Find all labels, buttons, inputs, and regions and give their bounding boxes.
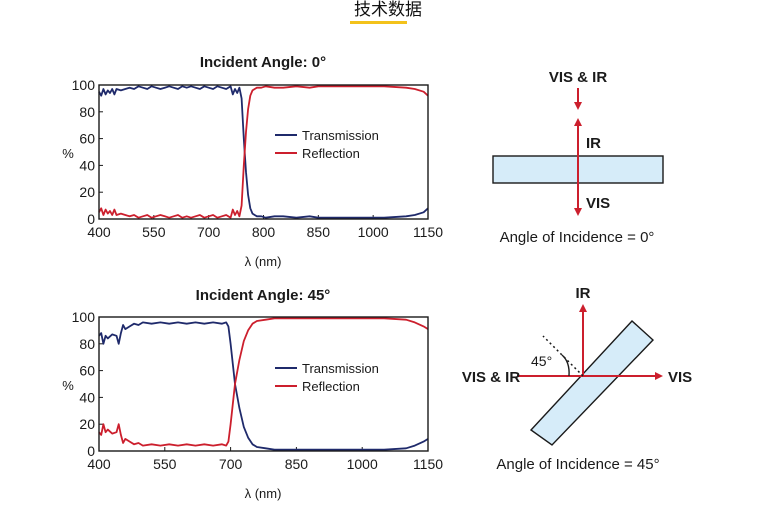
chart-title: Incident Angle: 0° bbox=[200, 54, 326, 71]
angle-arc bbox=[561, 354, 570, 377]
y-tick-label: 80 bbox=[79, 104, 95, 120]
transmitted-label: IR bbox=[586, 135, 601, 152]
reflected-label: VIS bbox=[586, 195, 610, 212]
incident-label: VIS & IR bbox=[462, 369, 521, 386]
x-tick-label: 850 bbox=[285, 456, 309, 472]
x-tick-label: 550 bbox=[142, 224, 166, 240]
x-tick-label: 850 bbox=[307, 224, 331, 240]
legend-transmission-label: Transmission bbox=[302, 128, 379, 143]
x-tick-label: 400 bbox=[87, 224, 111, 240]
y-axis-label: % bbox=[62, 146, 74, 161]
x-tick-label: 700 bbox=[197, 224, 221, 240]
series-lines bbox=[98, 317, 429, 451]
tick-labels: 400 550 700 800 850 1000 1150 0 20 40 60 80 100 bbox=[72, 77, 444, 240]
x-tick-label: 1000 bbox=[358, 224, 389, 240]
y-tick-label: 60 bbox=[79, 131, 95, 147]
title-underline bbox=[350, 21, 407, 24]
y-tick-label: 80 bbox=[79, 336, 95, 352]
diagram-caption: Angle of Incidence = 0° bbox=[500, 229, 655, 246]
series-line-transmission bbox=[98, 85, 429, 219]
x-tick-label: 1150 bbox=[413, 224, 443, 240]
x-tick-label: 800 bbox=[252, 224, 276, 240]
chart-title: Incident Angle: 45° bbox=[196, 287, 331, 304]
y-tick-label: 100 bbox=[72, 77, 96, 93]
y-tick-label: 40 bbox=[79, 389, 95, 405]
legend-transmission-label: Transmission bbox=[302, 361, 379, 376]
series-line-reflection bbox=[98, 317, 429, 447]
x-tick-label: 1000 bbox=[347, 456, 378, 472]
y-tick-label: 20 bbox=[79, 184, 95, 200]
y-tick-label: 0 bbox=[87, 443, 95, 459]
diagram-45-incidence: 45° VIS & IR IR VIS Angle of Incidence =… bbox=[462, 285, 692, 473]
x-tick-label: 700 bbox=[219, 456, 243, 472]
x-tick-label: 400 bbox=[87, 456, 111, 472]
series-lines bbox=[98, 85, 429, 219]
chart-incident-45: Incident Angle: 45° % λ (nm) 400 550 700 85… bbox=[62, 287, 443, 501]
x-axis-label: λ (nm) bbox=[245, 486, 282, 501]
page-title: 技术数据 bbox=[354, 0, 422, 19]
plot-frame bbox=[98, 316, 429, 452]
y-axis-label: % bbox=[62, 378, 74, 393]
series-line-transmission bbox=[98, 321, 429, 451]
legend: Transmission Reflection bbox=[275, 361, 379, 394]
legend-reflection-label: Reflection bbox=[302, 379, 360, 394]
y-tick-label: 0 bbox=[87, 211, 95, 227]
angle-label: 45° bbox=[531, 353, 552, 369]
y-tick-label: 100 bbox=[72, 309, 96, 325]
x-tick-label: 1150 bbox=[413, 456, 443, 472]
legend-reflection-label: Reflection bbox=[302, 146, 360, 161]
x-tick-label: 550 bbox=[153, 456, 177, 472]
y-tick-label: 40 bbox=[79, 157, 95, 173]
glass-plate bbox=[529, 320, 655, 446]
diagram-normal-incidence: VIS & IR IR VIS Angle of Incidence = 0° bbox=[492, 69, 664, 246]
y-tick-label: 20 bbox=[79, 416, 95, 432]
legend: Transmission Reflection bbox=[275, 128, 379, 161]
transmitted-label: IR bbox=[576, 285, 591, 302]
x-axis-label: λ (nm) bbox=[245, 254, 282, 269]
diagram-caption: Angle of Incidence = 45° bbox=[496, 456, 659, 473]
series-line-reflection bbox=[98, 85, 429, 219]
plot-frame bbox=[98, 84, 429, 220]
chart-incident-0: Incident Angle: 0° % λ (nm) 400 550 700 800… bbox=[62, 54, 443, 269]
tick-labels: 400 550 700 850 1000 1150 0 20 40 60 80 100 bbox=[72, 309, 444, 472]
y-tick-label: 60 bbox=[79, 363, 95, 379]
incident-label: VIS & IR bbox=[549, 69, 608, 86]
reflected-label: VIS bbox=[668, 369, 692, 386]
